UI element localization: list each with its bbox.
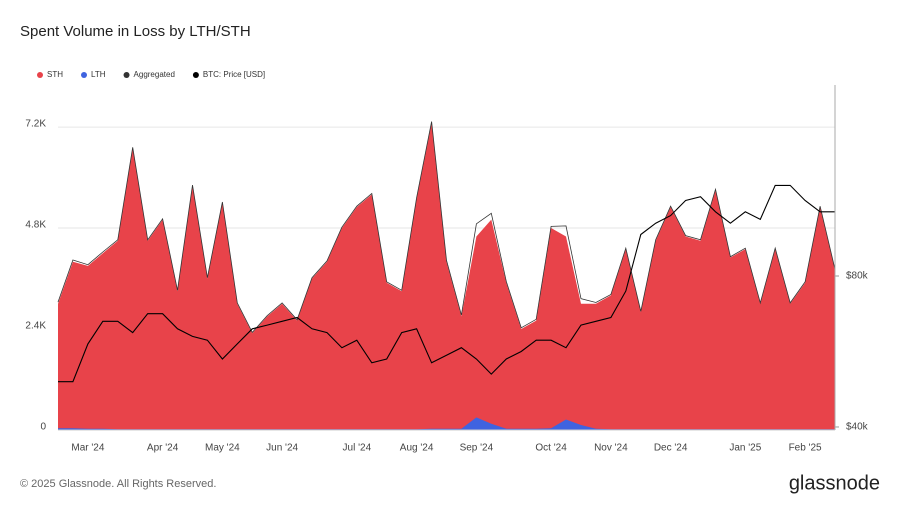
x-tick-label: Apr '24 xyxy=(147,443,179,454)
y-tick-label: 0 xyxy=(40,422,46,433)
y-tick-label: 7.2K xyxy=(25,119,46,130)
x-tick-label: Jun '24 xyxy=(266,443,298,454)
chart-title: Spent Volume in Loss by LTH/STH xyxy=(20,23,251,40)
x-tick-label: May '24 xyxy=(205,443,240,454)
legend-label: BTC: Price [USD] xyxy=(203,70,265,79)
x-tick-label: Dec '24 xyxy=(654,443,688,454)
brand-logo: glassnode xyxy=(789,472,880,494)
area xyxy=(58,122,835,431)
legend-dot xyxy=(37,72,43,78)
legend-label: STH xyxy=(47,70,63,79)
legend-label: LTH xyxy=(91,70,106,79)
x-tick-label: Mar '24 xyxy=(71,443,104,454)
y-tick-label: 2.4K xyxy=(25,321,46,332)
x-tick-label: Jul '24 xyxy=(343,443,372,454)
y2-tick-label: $40k xyxy=(846,422,869,433)
line xyxy=(57,121,836,334)
footer: © 2025 Glassnode. All Rights Reserved. xyxy=(20,478,216,490)
x-tick-label: Aug '24 xyxy=(400,443,434,454)
legend-dot xyxy=(81,72,87,78)
x-tick-label: Nov '24 xyxy=(594,443,628,454)
legend-label: Aggregated xyxy=(134,70,175,79)
y2-tick-label: $80k xyxy=(846,271,869,282)
x-tick-label: Oct '24 xyxy=(535,443,567,454)
x-tick-label: Sep '24 xyxy=(460,443,494,454)
x-tick-label: Feb '25 xyxy=(789,443,822,454)
legend-dot xyxy=(192,72,199,78)
y-tick-label: 4.8K xyxy=(25,220,46,231)
x-tick-label: Jan '25 xyxy=(729,443,761,454)
legend-dot xyxy=(123,72,130,78)
line xyxy=(58,184,835,383)
